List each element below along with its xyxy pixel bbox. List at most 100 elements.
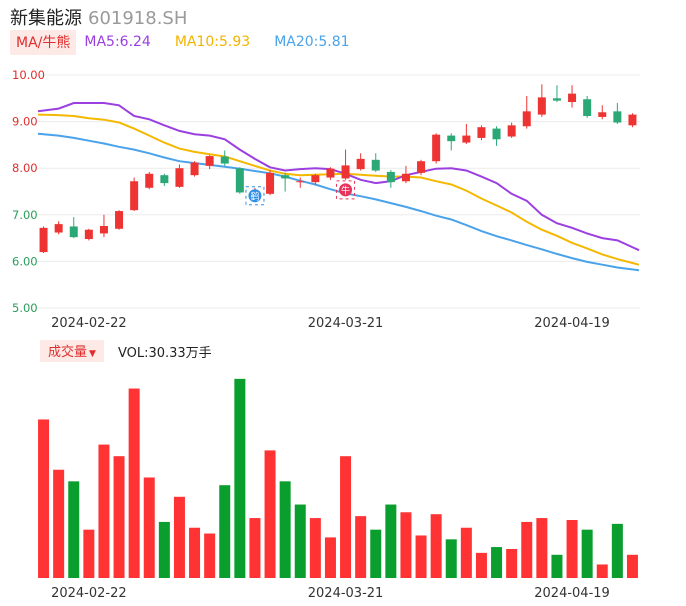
marker-dot <box>339 183 353 197</box>
volume-legend: 成交量 ▼ VOL:30.33万手 <box>40 340 212 362</box>
x-tick-label: 2024-04-19 <box>534 586 610 601</box>
candle-body <box>386 171 395 183</box>
volume-bar <box>249 518 261 578</box>
volume-bar <box>400 512 412 578</box>
candle-body <box>266 172 275 194</box>
ma-lines <box>37 102 640 272</box>
x-tick-label: 2024-03-21 <box>308 586 384 601</box>
candle-body <box>160 175 169 184</box>
x-tick-label: 2024-04-19 <box>534 316 610 331</box>
candle <box>386 170 395 188</box>
marker-label: 鹤 <box>250 190 259 202</box>
volume-bar <box>38 419 50 578</box>
candle-body <box>613 111 622 123</box>
volume-bar <box>536 518 548 578</box>
candle-body <box>598 112 607 117</box>
candle <box>54 221 63 235</box>
volume-bar <box>430 514 442 578</box>
candle-body <box>432 134 441 162</box>
volume-bar <box>340 456 352 578</box>
volume-bar <box>189 527 201 578</box>
candles <box>39 84 637 254</box>
volume-bar <box>521 521 533 578</box>
candle <box>401 165 410 184</box>
volume-bar <box>370 529 382 578</box>
candle-body <box>69 226 78 238</box>
chart-markers: 鹤牛 <box>245 180 356 206</box>
candle <box>492 126 501 146</box>
date-axis-bottom: 2024-02-22 2024-03-21 2024-04-19 <box>51 586 610 601</box>
candle-body <box>522 111 531 127</box>
volume-bar <box>355 516 367 578</box>
volume-bar <box>324 537 336 578</box>
volume-bar <box>158 521 170 578</box>
candle-body <box>492 128 501 140</box>
volume-bar <box>219 485 231 578</box>
candle-body <box>130 181 139 211</box>
candle <box>84 228 93 241</box>
volume-bar <box>581 529 593 578</box>
volume-bar <box>53 469 65 578</box>
candle-body <box>145 173 154 188</box>
candle <box>628 113 637 128</box>
volume-bar <box>506 549 518 578</box>
volume-bar <box>491 547 503 578</box>
candle-body <box>296 181 305 183</box>
volume-bar <box>445 539 457 578</box>
candle <box>522 95 531 129</box>
candle <box>39 226 48 254</box>
y-tick-label: 5.00 <box>12 301 38 315</box>
stock-title: 新集能源 601918.SH <box>10 4 187 30</box>
candle <box>462 123 471 144</box>
candle-body <box>190 162 199 176</box>
volume-bar <box>113 456 125 578</box>
volume-bar <box>234 378 246 578</box>
candle-body <box>583 99 592 117</box>
candle-body <box>356 158 365 170</box>
volume-bar <box>551 554 563 578</box>
ma-legend: MA/牛熊 MA5:6.24 MA10:5.93 MA20:5.81 <box>10 29 350 55</box>
volume-bar <box>475 552 487 578</box>
volume-bar <box>596 564 608 578</box>
volume-toggle-button[interactable]: 成交量 ▼ <box>40 340 104 362</box>
candle-body <box>175 168 184 187</box>
y-tick-label: 6.00 <box>12 254 38 268</box>
candle <box>69 217 78 239</box>
candle-body <box>54 224 63 233</box>
stock-code: 601918.SH <box>88 8 188 29</box>
volume-bar <box>626 554 638 578</box>
candle-body <box>115 211 124 229</box>
candle <box>281 172 290 192</box>
candle-body <box>568 93 577 103</box>
candle-body <box>311 175 320 183</box>
volume-bar <box>98 444 110 578</box>
candle <box>507 122 516 138</box>
candle <box>326 167 335 180</box>
volume-toggle-label: 成交量 <box>48 345 88 360</box>
candle <box>477 125 486 141</box>
caret-down-icon: ▼ <box>89 349 96 359</box>
ma20-label: MA20:5.81 <box>274 34 350 50</box>
volume-value: VOL:30.33万手 <box>117 345 212 361</box>
stock-name: 新集能源 <box>10 8 82 29</box>
marker-frame <box>245 186 265 206</box>
candle-body <box>220 156 229 164</box>
marker-dot <box>248 189 262 203</box>
ma-toggle-button[interactable]: MA/牛熊 <box>10 29 77 55</box>
volume-bar <box>309 518 321 578</box>
volume-bar <box>204 533 216 578</box>
candle-body <box>39 227 48 253</box>
marker-frame <box>336 180 356 200</box>
candle-body <box>537 97 546 115</box>
volume-bar <box>460 527 472 578</box>
candle <box>447 133 456 151</box>
candle <box>235 167 244 194</box>
candle <box>130 177 139 212</box>
ma10-line <box>37 113 640 266</box>
ma5-label: MA5:6.24 <box>84 34 151 50</box>
volume-bar <box>566 520 578 578</box>
candle-body <box>84 229 93 240</box>
candle <box>175 164 184 188</box>
candle <box>115 210 124 230</box>
